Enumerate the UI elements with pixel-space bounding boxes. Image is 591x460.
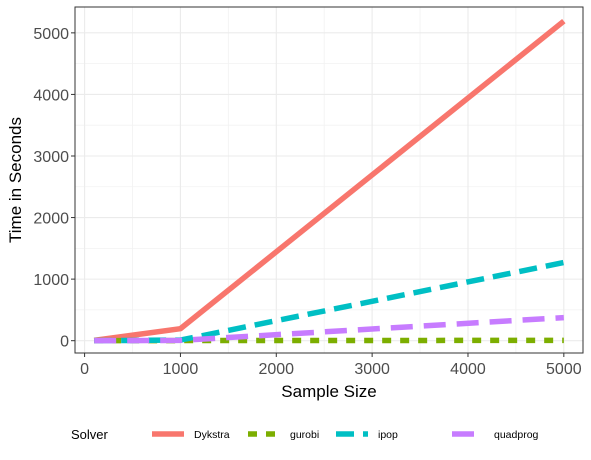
axis-ticks: 0 1000 2000 3000 4000 5000 0 1000 2000 3000 4000 50… xyxy=(33,26,581,378)
x-tick-label: 5000 xyxy=(546,361,582,378)
series-line-dykstra xyxy=(93,19,566,344)
legend-label-quadprog: quadprog xyxy=(494,429,539,441)
grid-lines xyxy=(75,7,583,353)
plot-panel-border xyxy=(74,6,584,354)
legend-label-gurobi: gurobi xyxy=(290,429,319,441)
x-axis-title: Sample Size xyxy=(281,382,376,401)
y-axis-title: Time in Seconds xyxy=(6,117,25,243)
y-tick-label: 0 xyxy=(60,334,69,351)
x-tick-label: 3000 xyxy=(354,361,390,378)
legend-label-dykstra: Dykstra xyxy=(194,429,230,441)
x-tick-label: 2000 xyxy=(258,361,294,378)
legend: Solver Dykstra gurobi ipop quadprog xyxy=(71,427,539,442)
y-tick-label: 5000 xyxy=(33,26,69,43)
y-tick-label: 1000 xyxy=(33,272,69,289)
x-tick-label: 1000 xyxy=(163,361,199,378)
legend-label-ipop: ipop xyxy=(378,429,398,441)
x-tick-label: 4000 xyxy=(450,361,486,378)
series-lines xyxy=(93,19,566,344)
y-tick-label: 3000 xyxy=(33,149,69,166)
series-line-quadprog xyxy=(94,314,564,344)
x-tick-label: 0 xyxy=(80,361,89,378)
y-tick-label: 4000 xyxy=(33,87,69,104)
y-tick-label: 2000 xyxy=(33,211,69,228)
legend-title: Solver xyxy=(71,427,109,442)
